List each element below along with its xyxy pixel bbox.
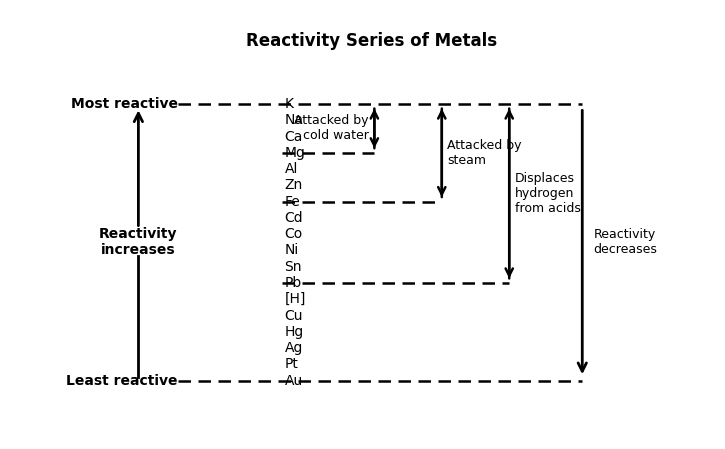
Text: Sn: Sn [284, 260, 302, 274]
Text: Reactivity
decreases: Reactivity decreases [594, 228, 658, 256]
Text: Displaces
hydrogen
from acids: Displaces hydrogen from acids [515, 172, 581, 215]
Text: Na: Na [284, 113, 304, 127]
Text: Fe: Fe [284, 194, 300, 209]
Text: K: K [284, 97, 294, 111]
Text: [H]: [H] [284, 292, 306, 306]
Text: Most reactive: Most reactive [71, 97, 178, 111]
Text: Cu: Cu [284, 308, 303, 322]
Title: Reactivity Series of Metals: Reactivity Series of Metals [246, 31, 497, 49]
Text: Ag: Ag [284, 341, 303, 355]
Text: Au: Au [284, 374, 303, 387]
Text: Attacked by
cold water: Attacked by cold water [294, 114, 369, 142]
Text: Cd: Cd [284, 211, 303, 225]
Text: Ca: Ca [284, 130, 303, 144]
Text: Attacked by
steam: Attacked by steam [447, 139, 522, 167]
Text: Pt: Pt [284, 357, 299, 371]
Text: Ni: Ni [284, 243, 299, 257]
Text: Al: Al [284, 162, 298, 176]
Text: Hg: Hg [284, 325, 304, 339]
Text: Co: Co [284, 227, 303, 241]
Text: Zn: Zn [284, 178, 303, 192]
Text: Least reactive: Least reactive [66, 374, 178, 387]
Text: Pb: Pb [284, 276, 302, 290]
Text: Reactivity
increases: Reactivity increases [99, 227, 178, 257]
Text: Mg: Mg [284, 146, 305, 160]
